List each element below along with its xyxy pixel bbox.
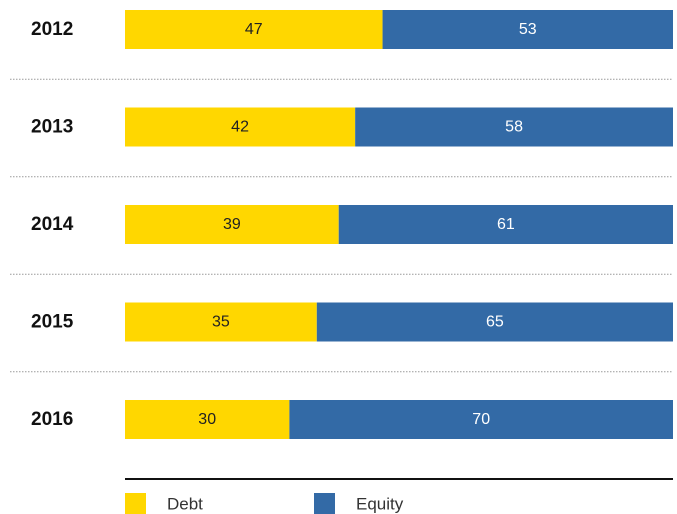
data-label-debt: 42: [231, 119, 249, 136]
data-label-equity: 65: [486, 314, 504, 331]
year-label: 2016: [31, 409, 73, 430]
bar-row-2012: 2012 47 53: [31, 10, 673, 49]
legend-item-equity: Equity: [314, 493, 404, 514]
legend-label: Debt: [167, 495, 203, 514]
legend-swatch: [125, 493, 146, 514]
data-label-equity: 58: [505, 119, 523, 136]
data-label-equity: 70: [472, 411, 490, 428]
legend-label: Equity: [356, 495, 404, 514]
data-label-equity: 61: [497, 216, 515, 233]
year-label: 2012: [31, 19, 73, 40]
data-label-debt: 47: [245, 21, 263, 38]
data-label-debt: 30: [198, 411, 216, 428]
row-separators: [10, 78, 673, 373]
bar-segment-debt: [125, 107, 356, 147]
bar-segment-debt: [125, 302, 317, 342]
bar-row-2014: 2014 39 61: [31, 205, 673, 244]
bar-segment-equity: [289, 400, 673, 439]
bar-segment-equity: [382, 10, 673, 49]
chart-rows: 2012 47 53 2013 42 58 2014 39 61 2015 35 65 2016 30 70: [31, 10, 673, 439]
bar-row-2016: 2016 30 70: [31, 400, 673, 439]
data-label-debt: 35: [212, 314, 230, 331]
year-label: 2015: [31, 312, 74, 333]
data-label-equity: 53: [519, 21, 537, 38]
bar-segment-equity: [316, 302, 673, 342]
legend: Debt Equity: [125, 493, 404, 514]
bar-segment-debt: [125, 205, 339, 244]
bar-segment-equity: [338, 205, 673, 244]
bar-row-2013: 2013 42 58: [31, 107, 673, 147]
bar-segment-equity: [355, 107, 673, 147]
year-label: 2014: [31, 214, 74, 235]
data-label-debt: 39: [223, 216, 241, 233]
bar-row-2015: 2015 35 65: [31, 302, 673, 342]
year-label: 2013: [31, 117, 73, 138]
bar-segment-debt: [125, 10, 383, 49]
legend-swatch: [314, 493, 335, 514]
bar-segment-debt: [125, 400, 290, 439]
legend-item-debt: Debt: [125, 493, 203, 514]
